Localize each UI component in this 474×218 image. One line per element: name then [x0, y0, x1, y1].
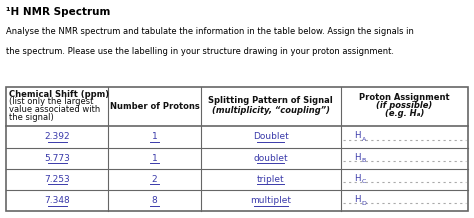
Text: the signal): the signal) [9, 113, 54, 122]
Text: triplet: triplet [257, 175, 284, 184]
Text: Number of Protons: Number of Protons [110, 102, 200, 111]
Text: Proton Assignment: Proton Assignment [359, 93, 450, 102]
Text: Doublet: Doublet [253, 133, 289, 141]
Text: Splitting Pattern of Signal: Splitting Pattern of Signal [209, 96, 333, 105]
Text: H: H [354, 195, 360, 204]
Text: H: H [354, 174, 360, 183]
Text: Analyse the NMR spectrum and tabulate the information in the table below. Assign: Analyse the NMR spectrum and tabulate th… [6, 27, 413, 36]
Text: ¹H NMR Spectrum: ¹H NMR Spectrum [6, 7, 110, 17]
Text: the spectrum. Please use the labelling in your structure drawing in your proton : the spectrum. Please use the labelling i… [6, 47, 394, 56]
Text: 1: 1 [152, 133, 157, 141]
Text: 7.253: 7.253 [44, 175, 70, 184]
Text: value associated with: value associated with [9, 105, 100, 114]
Text: (multiplicity, “coupling”): (multiplicity, “coupling”) [212, 106, 330, 115]
Text: 5.773: 5.773 [44, 154, 70, 163]
Text: (if possible): (if possible) [376, 101, 433, 110]
Text: doublet: doublet [254, 154, 288, 163]
Text: D: D [362, 201, 366, 206]
Text: B: B [362, 158, 366, 163]
Text: A: A [362, 137, 366, 142]
Text: 8: 8 [152, 196, 157, 205]
Text: H: H [354, 153, 360, 162]
Text: (e.g. Hₐ): (e.g. Hₐ) [385, 109, 424, 118]
Text: 1: 1 [152, 154, 157, 163]
Text: 2: 2 [152, 175, 157, 184]
Text: multiplet: multiplet [250, 196, 291, 205]
Text: Chemical Shift (ppm): Chemical Shift (ppm) [9, 90, 109, 99]
Text: (list only the largest: (list only the largest [9, 97, 93, 106]
Text: 7.348: 7.348 [44, 196, 70, 205]
Text: H: H [354, 131, 360, 140]
Text: 2.392: 2.392 [44, 133, 70, 141]
Bar [6, 87, 468, 211]
Text: C: C [362, 179, 366, 184]
